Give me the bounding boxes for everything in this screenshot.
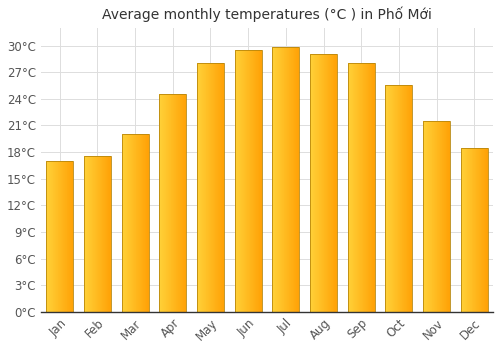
Bar (234, 50, 262, 312)
Bar (460, 148, 488, 312)
Bar (386, 85, 412, 312)
Bar (272, 47, 299, 312)
Bar (197, 63, 224, 312)
Bar (423, 121, 450, 312)
Title: Average monthly temperatures (°C ) in Phố Mới: Average monthly temperatures (°C ) in Ph… (102, 7, 432, 22)
Bar (310, 54, 337, 312)
Bar (122, 134, 148, 312)
Bar (348, 63, 374, 312)
Bar (46, 161, 74, 312)
Bar (159, 94, 186, 312)
Bar (84, 156, 111, 312)
